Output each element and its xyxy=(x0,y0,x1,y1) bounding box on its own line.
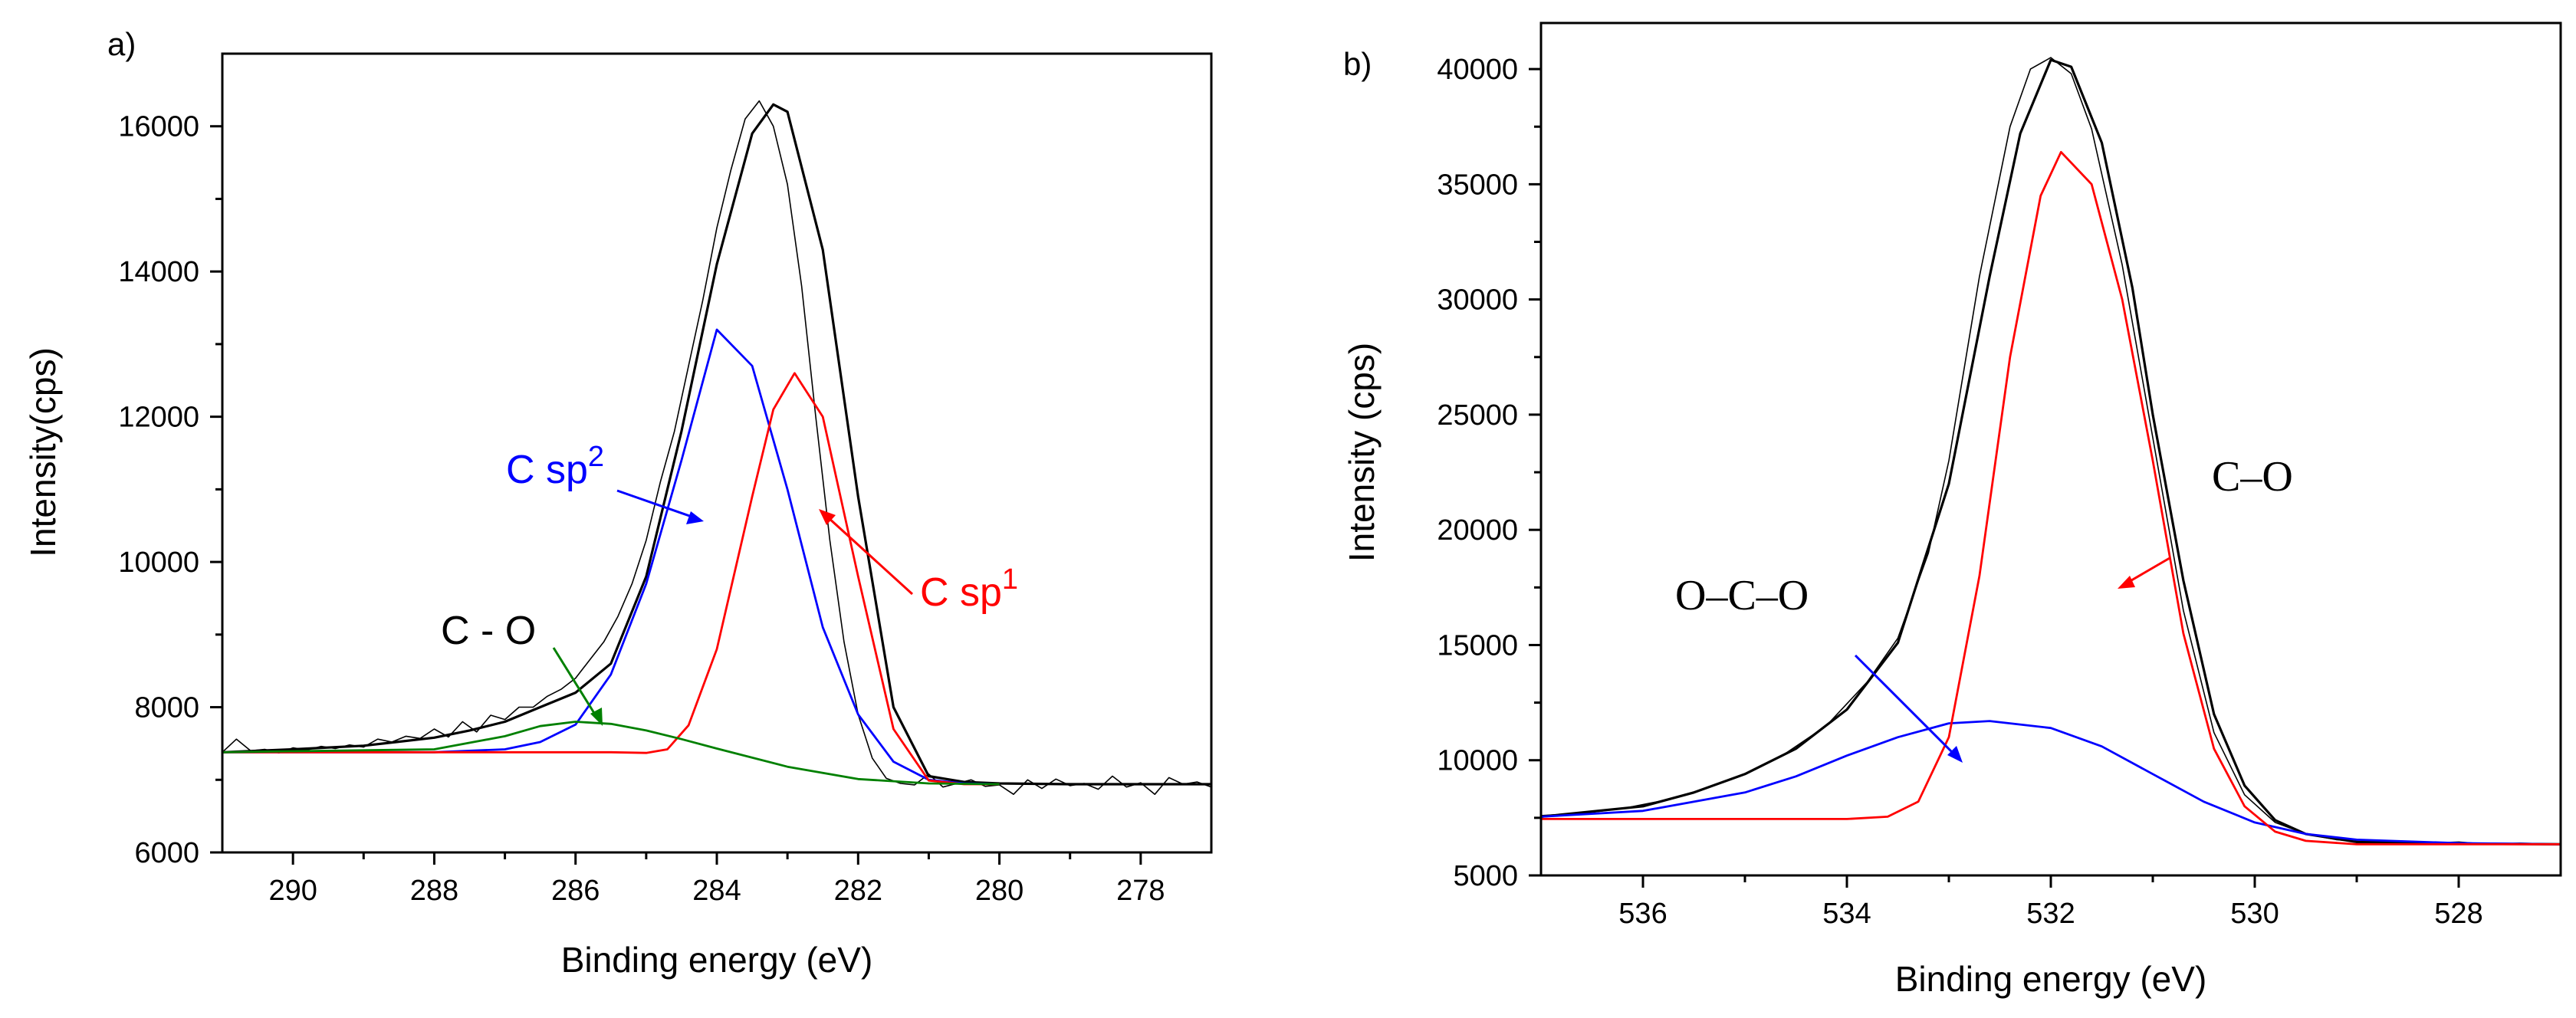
panel-a-series-c-o xyxy=(222,721,1000,786)
arrow-c-o-b xyxy=(2127,557,2170,584)
panel-a-series-envelope xyxy=(222,103,1211,786)
panel-b-x-tick-label: 530 xyxy=(2230,898,2279,930)
panel-a-series-c-sp1 xyxy=(222,372,1000,786)
panel-b-series-o-c-o xyxy=(1540,720,2561,846)
annotation-c-sp2: C sp2 xyxy=(506,441,604,492)
annotation-arrows-b xyxy=(1854,557,2170,763)
panel-b-xlabel: Binding energy (eV) xyxy=(1895,959,2207,999)
panel-b-y-tick-label: 35000 xyxy=(1437,169,1518,201)
panel-b-axes xyxy=(1539,21,2562,877)
annotation-c-sp2-text: C sp xyxy=(506,448,588,492)
panel-b-y-tick-label: 10000 xyxy=(1437,745,1518,777)
panel-b-x-tick-label: 536 xyxy=(1618,898,1667,930)
panel-a-series-c-sp2 xyxy=(222,328,1000,786)
panel-a-xlabel: Binding energy (eV) xyxy=(561,940,873,980)
annotation-c-o: C - O xyxy=(441,609,536,653)
panel-b-y-tick-label: 15000 xyxy=(1437,629,1518,662)
arrow-o-c-o-head xyxy=(1947,746,1963,763)
panel-b-ylabel: Intensity (cps) xyxy=(1342,343,1382,562)
panel-b-x-tick-label: 532 xyxy=(2026,898,2075,930)
annotation-c-sp1: C sp1 xyxy=(920,563,1018,615)
panel-a-x-tick-label: 284 xyxy=(692,875,741,907)
arrow-c-sp2-head xyxy=(686,511,704,524)
panel-b-y-tick-label: 25000 xyxy=(1437,399,1518,432)
panel-a-y-tick-label: 6000 xyxy=(134,837,199,869)
panel-b-y-tick-label: 5000 xyxy=(1453,860,1518,892)
arrow-c-o-b-head xyxy=(2118,576,2135,589)
panel-b-series-envelope xyxy=(1540,58,2561,846)
panel-a-y-tick-label: 14000 xyxy=(118,256,199,288)
panel-b-y-tick-label: 40000 xyxy=(1437,54,1518,86)
arrow-o-c-o xyxy=(1854,654,1957,757)
panel-a-y-tick-label: 12000 xyxy=(118,402,199,434)
panel-b-y-tick-label: 20000 xyxy=(1437,514,1518,547)
panel-b-x-tick-label: 534 xyxy=(1822,898,1871,930)
arrow-c-sp2 xyxy=(616,489,695,519)
panel-a-ylabel: Intensity(cps) xyxy=(23,347,63,557)
panel-a-x-tick-label: 282 xyxy=(834,875,882,907)
panel-a-x-tick-label: 286 xyxy=(551,875,600,907)
annotation-o-c-o: O–C–O xyxy=(1675,572,1809,619)
annotation-c-sp2-superscript: 2 xyxy=(588,441,604,473)
panel-b-x-tick-label: 528 xyxy=(2434,898,2482,930)
arrow-c-o-head xyxy=(590,708,603,726)
panel-a-y-tick-label: 16000 xyxy=(118,111,199,143)
annotation-c-o-b: C–O xyxy=(2212,453,2293,501)
annotation-arrows-a xyxy=(552,489,914,726)
panel-a-x-tick-label: 280 xyxy=(975,875,1024,907)
panel-b-label: b) xyxy=(1343,46,1372,82)
panel-a-x-tick-label: 290 xyxy=(268,875,317,907)
annotation-c-sp1-superscript: 1 xyxy=(1002,563,1018,596)
panel-b-chart: b) 536 534 532 530 528 5000 10000 15000 20000 250… xyxy=(1342,21,2562,999)
panel-a-y-tick-label: 8000 xyxy=(134,692,199,724)
panel-b-series-c-o xyxy=(1541,150,2561,846)
panel-a-x-tick-label: 288 xyxy=(410,875,458,907)
panel-b-y-tick-label: 30000 xyxy=(1437,284,1518,317)
panel-a-axes xyxy=(221,52,1213,854)
annotation-c-sp1-text: C sp xyxy=(920,570,1002,615)
arrow-c-sp1-head xyxy=(819,509,836,525)
arrow-c-o xyxy=(552,647,598,718)
panel-a-label: a) xyxy=(107,26,136,62)
panel-a-y-tick-label: 10000 xyxy=(118,547,199,579)
panel-a-series-raw xyxy=(222,100,1212,795)
arrow-c-sp1 xyxy=(826,516,914,596)
panel-a-chart: a) 290 288 286 284 282 280 278 6000 8000 10000 120… xyxy=(23,26,1213,980)
panel-a-x-tick-label: 278 xyxy=(1116,875,1165,907)
